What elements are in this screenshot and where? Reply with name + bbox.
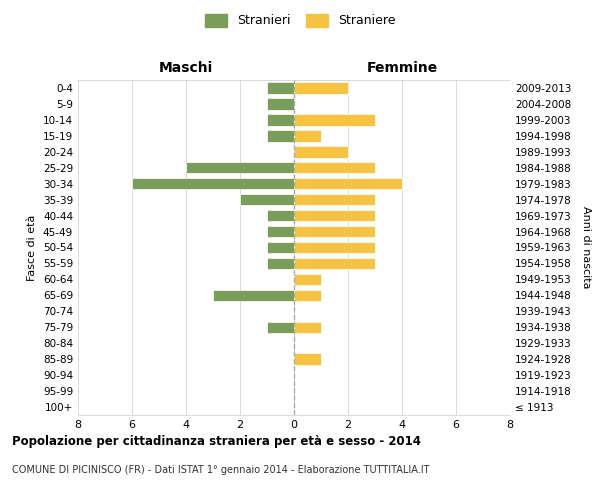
Bar <box>294 290 321 301</box>
Bar <box>267 98 294 110</box>
Bar <box>267 258 294 269</box>
Bar <box>267 322 294 333</box>
Bar <box>294 114 375 126</box>
Bar <box>267 226 294 237</box>
Text: COMUNE DI PICINISCO (FR) - Dati ISTAT 1° gennaio 2014 - Elaborazione TUTTITALIA.: COMUNE DI PICINISCO (FR) - Dati ISTAT 1°… <box>12 465 430 475</box>
Bar <box>132 178 294 190</box>
Y-axis label: Fasce di età: Fasce di età <box>28 214 37 280</box>
Bar <box>240 194 294 205</box>
Bar <box>267 114 294 126</box>
Bar <box>267 242 294 253</box>
Bar <box>294 274 321 285</box>
Text: Maschi: Maschi <box>159 61 213 75</box>
Bar <box>186 162 294 173</box>
Y-axis label: Anni di nascita: Anni di nascita <box>581 206 591 288</box>
Bar <box>294 178 402 190</box>
Bar <box>294 242 375 253</box>
Bar <box>294 82 348 94</box>
Bar <box>294 210 375 222</box>
Text: Popolazione per cittadinanza straniera per età e sesso - 2014: Popolazione per cittadinanza straniera p… <box>12 435 421 448</box>
Bar <box>294 130 321 141</box>
Bar <box>267 210 294 222</box>
Bar <box>294 146 348 158</box>
Bar <box>267 82 294 94</box>
Bar <box>267 130 294 141</box>
Bar <box>294 162 375 173</box>
Bar <box>294 194 375 205</box>
Legend: Stranieri, Straniere: Stranieri, Straniere <box>199 8 401 32</box>
Bar <box>294 322 321 333</box>
Bar <box>294 258 375 269</box>
Bar <box>294 226 375 237</box>
Text: Femmine: Femmine <box>367 61 437 75</box>
Bar <box>213 290 294 301</box>
Bar <box>294 354 321 365</box>
